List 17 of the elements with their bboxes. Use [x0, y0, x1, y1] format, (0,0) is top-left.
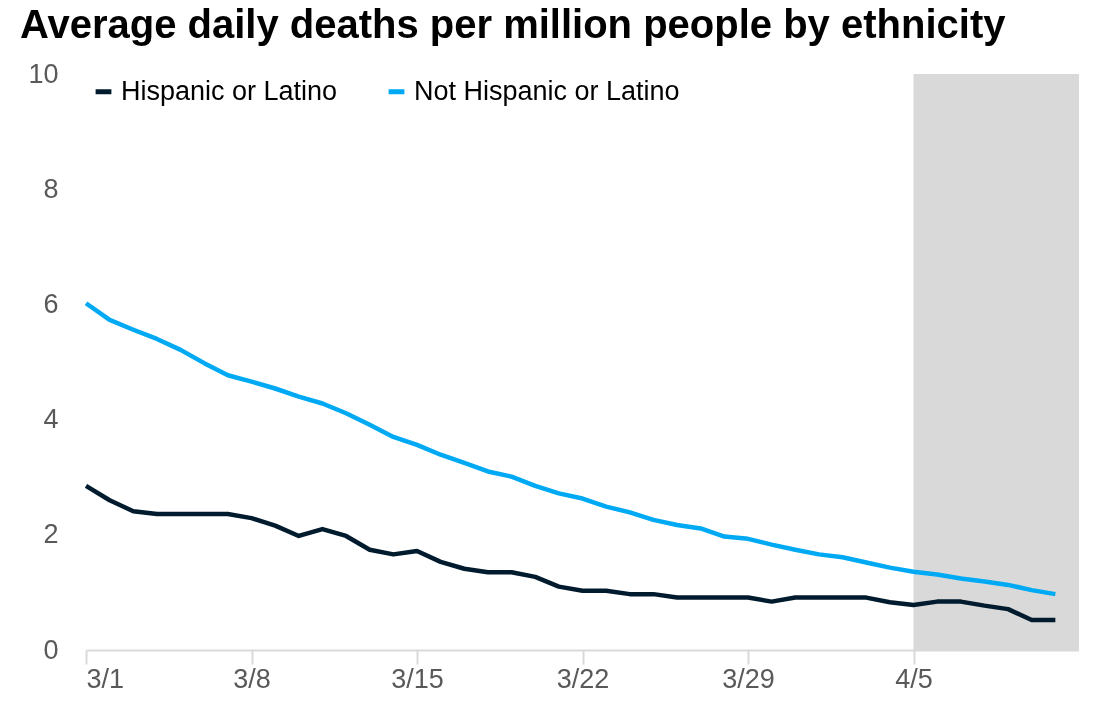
- legend-label: Hispanic or Latino: [121, 75, 338, 106]
- x-tick-label: 3/22: [556, 663, 610, 694]
- x-tick-label: 3/8: [233, 663, 271, 694]
- y-tick-label: 4: [43, 404, 59, 435]
- line-series: [83, 301, 1058, 597]
- y-tick-label: 0: [43, 634, 59, 665]
- x-tick-label: 3/15: [391, 663, 444, 694]
- x-tick-label: 4/5: [895, 663, 933, 694]
- y-tick-label: 6: [43, 288, 59, 319]
- x-tick-label: 3/1: [86, 663, 125, 694]
- legend-label: Not Hispanic or Latino: [414, 75, 680, 106]
- chart-title: Average daily deaths per million people by ethnicity: [20, 2, 1007, 46]
- y-tick-label: 10: [28, 58, 59, 89]
- y-tick-label: 2: [43, 519, 59, 550]
- x-tick-label: 3/29: [722, 663, 775, 694]
- line-series: [83, 483, 1058, 623]
- y-tick-label: 8: [43, 173, 59, 204]
